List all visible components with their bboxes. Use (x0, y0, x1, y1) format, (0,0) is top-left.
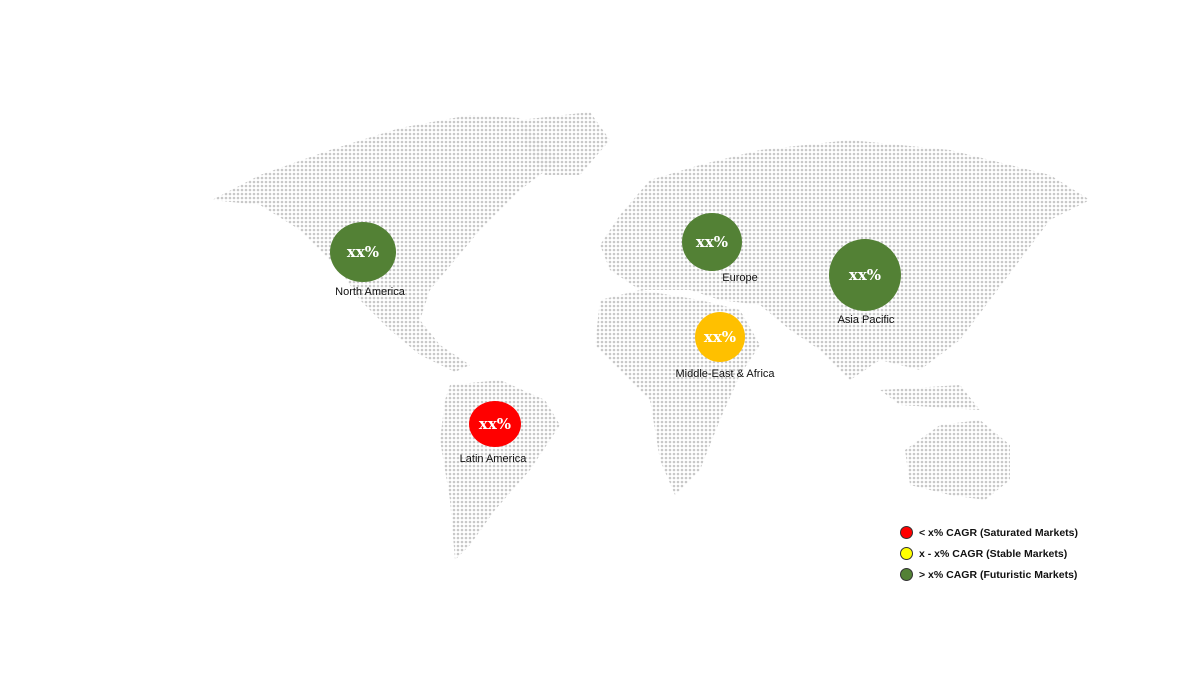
greenland-shape (520, 112, 610, 175)
middle-east-africa-label: Middle-East & Africa (675, 368, 775, 380)
middle-east-africa-bubble: xx% (695, 312, 745, 362)
green-dot-icon (900, 568, 913, 581)
legend: < x% CAGR (Saturated Markets) x - x% CAG… (900, 522, 1078, 585)
indonesia-shape (880, 385, 980, 410)
north-america-bubble: xx% (330, 222, 396, 282)
yellow-dot-icon (900, 547, 913, 560)
legend-item-futuristic: > x% CAGR (Futuristic Markets) (900, 564, 1078, 585)
red-dot-icon (900, 526, 913, 539)
latin-america-label: Latin America (459, 453, 527, 465)
europe-bubble: xx% (682, 213, 742, 271)
legend-item-stable: x - x% CAGR (Stable Markets) (900, 543, 1078, 564)
europe-label: Europe (722, 272, 758, 284)
legend-item-saturated: < x% CAGR (Saturated Markets) (900, 522, 1078, 543)
legend-label: x - x% CAGR (Stable Markets) (919, 547, 1068, 560)
north-america-label: North America (335, 286, 405, 298)
asia-pacific-label: Asia Pacific (837, 314, 895, 326)
latin-america-bubble: xx% (469, 401, 521, 447)
legend-label: < x% CAGR (Saturated Markets) (919, 526, 1079, 539)
asia-pacific-bubble: xx% (829, 239, 901, 311)
legend-label: > x% CAGR (Futuristic Markets) (919, 568, 1078, 581)
australia-shape (905, 420, 1010, 500)
